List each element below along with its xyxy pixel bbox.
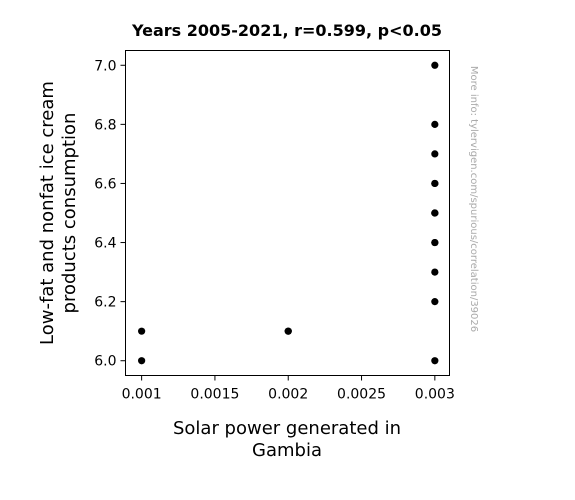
x-axis-label-line-2: Gambia [252,440,322,461]
x-tick-label: 0.003 [415,387,455,403]
x-tick-label: 0.001 [122,387,162,403]
data-point [138,327,146,335]
x-tick-label: 0.0015 [190,387,239,403]
data-points [138,61,439,365]
data-point [431,268,439,276]
y-tick-label: 6.8 [94,117,116,133]
chart-title: Years 2005-2021, r=0.599, p<0.05 [131,21,442,40]
y-tick-label: 7.0 [94,58,116,74]
data-point [138,357,146,365]
data-point [431,298,439,306]
data-point [431,238,439,247]
x-tick-label: 0.002 [268,387,308,403]
x-axis-label-line-1: Solar power generated in [173,418,401,439]
y-tick-label: 6.4 [94,236,116,252]
data-point [431,209,439,217]
data-point [431,150,439,158]
y-axis-label-line-2: products consumption [59,113,80,314]
data-point [431,61,439,69]
plot-area [125,50,450,376]
data-point [431,179,439,188]
y-axis-label-line-1: Low-fat and nonfat ice cream [37,81,58,345]
data-point [284,327,292,335]
x-axis: 0.001 0.0015 0.002 0.0025 0.003 [122,375,455,403]
data-point [431,357,439,365]
source-credit: More info: tylervigen.com/spurious/corre… [468,66,479,332]
y-axis: 6.0 6.2 6.4 6.6 6.8 7.0 [94,58,126,370]
data-point [431,120,439,128]
x-tick-label: 0.0025 [337,387,386,403]
y-tick-label: 6.6 [94,176,116,192]
y-tick-label: 6.0 [94,354,116,370]
y-tick-label: 6.2 [94,295,116,311]
